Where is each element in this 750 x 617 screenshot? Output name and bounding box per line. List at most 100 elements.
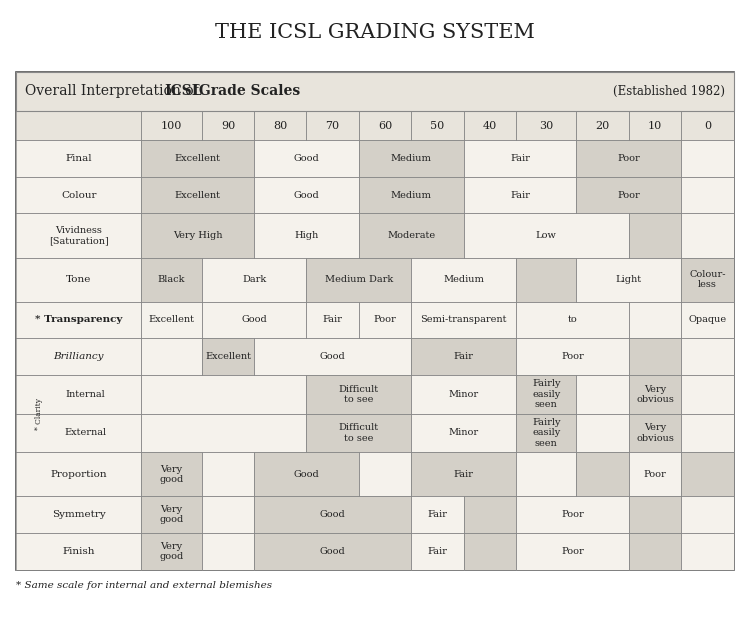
- Text: Black: Black: [158, 275, 185, 284]
- Text: Grade Scales: Grade Scales: [194, 85, 301, 98]
- Text: Poor: Poor: [374, 315, 397, 325]
- Text: Very
obvious: Very obvious: [636, 423, 674, 442]
- Bar: [577, 452, 629, 497]
- Text: 10: 10: [648, 120, 662, 131]
- Bar: [516, 257, 577, 302]
- Bar: [359, 302, 411, 338]
- Text: Poor: Poor: [644, 470, 667, 479]
- Bar: [516, 302, 629, 338]
- Text: Fairly
easily
seen: Fairly easily seen: [532, 379, 560, 409]
- Bar: [629, 302, 681, 338]
- Text: 40: 40: [483, 120, 497, 131]
- Bar: [411, 257, 516, 302]
- Bar: [359, 452, 411, 497]
- Bar: [577, 257, 681, 302]
- Bar: [141, 213, 254, 257]
- Bar: [629, 413, 681, 452]
- Text: Good: Good: [293, 191, 320, 200]
- Bar: [516, 338, 629, 375]
- Bar: [16, 177, 141, 213]
- Text: THE ICSL GRADING SYSTEM: THE ICSL GRADING SYSTEM: [215, 23, 535, 42]
- Bar: [411, 497, 464, 533]
- Text: Internal: Internal: [65, 390, 105, 399]
- Bar: [629, 533, 681, 569]
- Bar: [307, 110, 359, 140]
- Bar: [577, 375, 629, 413]
- Text: Opaque: Opaque: [688, 315, 727, 325]
- Bar: [141, 413, 307, 452]
- Text: Good: Good: [320, 547, 346, 556]
- Text: Minor: Minor: [448, 428, 478, 437]
- Text: Low: Low: [536, 231, 556, 240]
- Text: Final: Final: [65, 154, 92, 163]
- Bar: [681, 375, 734, 413]
- Bar: [681, 302, 734, 338]
- Bar: [411, 413, 516, 452]
- Bar: [681, 110, 734, 140]
- Text: 90: 90: [220, 120, 235, 131]
- Text: Excellent: Excellent: [175, 191, 220, 200]
- Bar: [254, 533, 411, 569]
- Bar: [516, 110, 577, 140]
- Bar: [141, 302, 202, 338]
- Bar: [464, 177, 577, 213]
- Bar: [359, 213, 464, 257]
- Bar: [681, 257, 734, 302]
- Text: Very
good: Very good: [159, 505, 184, 524]
- Text: Finish: Finish: [62, 547, 95, 556]
- Bar: [577, 110, 629, 140]
- Bar: [681, 140, 734, 177]
- Bar: [141, 452, 202, 497]
- Text: Fair: Fair: [454, 470, 473, 479]
- Bar: [629, 338, 681, 375]
- Bar: [141, 375, 307, 413]
- Bar: [141, 338, 202, 375]
- Bar: [359, 140, 464, 177]
- Bar: [629, 452, 681, 497]
- Bar: [307, 413, 411, 452]
- Text: Light: Light: [616, 275, 642, 284]
- Bar: [681, 533, 734, 569]
- Text: Good: Good: [320, 510, 346, 519]
- Text: Fair: Fair: [510, 191, 530, 200]
- Bar: [307, 302, 359, 338]
- Text: Minor: Minor: [448, 390, 478, 399]
- Text: Poor: Poor: [561, 547, 584, 556]
- Bar: [16, 72, 734, 569]
- Bar: [359, 110, 411, 140]
- Text: Colour-
less: Colour- less: [689, 270, 726, 289]
- Bar: [464, 213, 629, 257]
- Bar: [16, 375, 141, 413]
- Bar: [202, 497, 254, 533]
- Text: Good: Good: [293, 470, 320, 479]
- Text: 50: 50: [430, 120, 445, 131]
- Text: Difficult
to see: Difficult to see: [339, 384, 379, 404]
- Text: Difficult
to see: Difficult to see: [339, 423, 379, 442]
- Text: Colour: Colour: [61, 191, 97, 200]
- Bar: [16, 338, 141, 375]
- Bar: [254, 177, 359, 213]
- Bar: [577, 413, 629, 452]
- Text: Medium: Medium: [443, 275, 484, 284]
- Bar: [411, 452, 516, 497]
- Bar: [516, 452, 577, 497]
- Text: Excellent: Excellent: [205, 352, 251, 361]
- Bar: [464, 533, 516, 569]
- Bar: [681, 497, 734, 533]
- Text: 0: 0: [704, 120, 711, 131]
- Text: * Same scale for internal and external blemishes: * Same scale for internal and external b…: [16, 581, 272, 590]
- Text: Fair: Fair: [427, 510, 448, 519]
- Bar: [681, 177, 734, 213]
- Bar: [629, 375, 681, 413]
- Bar: [629, 497, 681, 533]
- Bar: [141, 497, 202, 533]
- Text: * Clarity: * Clarity: [34, 397, 43, 429]
- Text: (Established 1982): (Established 1982): [613, 85, 724, 98]
- Text: Very
obvious: Very obvious: [636, 384, 674, 404]
- Bar: [681, 413, 734, 452]
- Text: to: to: [568, 315, 578, 325]
- Text: 80: 80: [273, 120, 287, 131]
- Bar: [16, 110, 141, 140]
- Text: Symmetry: Symmetry: [52, 510, 106, 519]
- Bar: [516, 533, 629, 569]
